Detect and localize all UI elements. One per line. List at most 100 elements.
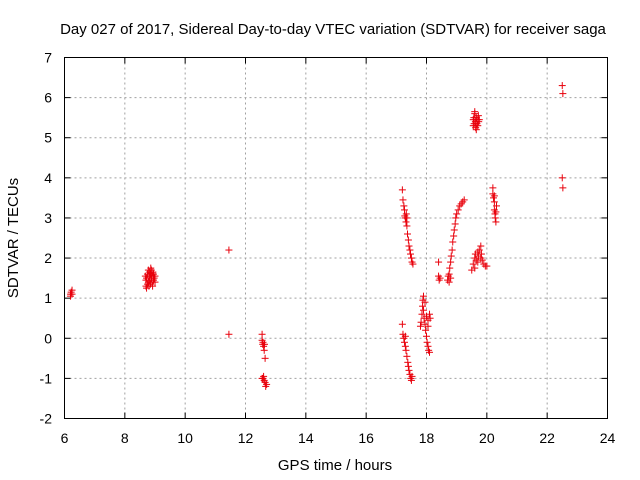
x-tick-label: 6 [61,430,69,446]
data-point [426,310,434,318]
data-point [490,192,498,200]
data-point [151,278,159,286]
data-point [474,258,482,266]
data-point [491,214,499,222]
data-point [401,342,409,350]
data-point [402,346,410,354]
data-point [477,250,485,258]
chart-title: Day 027 of 2017, Sidereal Day-to-day VTE… [60,21,606,38]
data-point [398,186,406,194]
data-point [399,196,407,204]
data-point [477,242,485,250]
data-point [435,258,443,266]
data-point [405,242,413,250]
data-point [400,338,408,346]
data-point [398,320,406,328]
y-tick-label: 5 [44,130,52,146]
x-tick-label: 18 [419,430,435,446]
x-tick-label: 20 [479,430,495,446]
data-point [225,246,233,254]
data-point [419,306,427,314]
data-point [453,210,461,218]
y-tick-label: 6 [44,90,52,106]
data-point [418,310,426,318]
data-point [460,196,468,204]
y-axis-tick-labels: -2 -1 0 1 2 3 4 5 6 7 [40,50,53,427]
data-point [426,314,434,322]
y-tick-label: -1 [40,370,53,386]
data-point [419,302,427,310]
data-point [423,332,430,340]
data-point [452,214,460,222]
data-point [402,210,410,218]
y-tick-label: 0 [44,330,52,346]
data-point [263,380,271,388]
data-point [404,358,412,366]
x-tick-label: 14 [298,430,314,446]
data-point [419,292,427,300]
data-point [261,340,269,348]
y-tick-label: 4 [44,170,52,186]
data-point [558,82,566,90]
data-point [490,198,498,206]
data-point [475,116,483,124]
data-point [406,246,414,254]
data-point [151,272,159,280]
data-point [402,218,410,226]
data-point [447,252,455,260]
data-point [225,330,233,338]
data-points [67,82,567,390]
data-point [408,372,416,380]
data-point [492,202,500,210]
data-point [260,346,268,354]
data-point [492,208,500,216]
data-point [424,322,432,330]
data-point [558,174,566,182]
data-point [445,270,453,278]
data-point [449,238,457,246]
x-axis-tick-labels: 6 8 10 12 14 16 18 20 22 24 [61,430,616,446]
x-tick-label: 8 [121,430,129,446]
data-point [403,214,411,222]
data-point [424,342,432,350]
x-tick-label: 10 [177,430,193,446]
data-point [436,274,444,282]
data-point [474,122,482,130]
x-tick-label: 16 [358,430,374,446]
data-point [407,376,415,384]
y-tick-label: 7 [44,50,52,66]
data-point [143,284,151,292]
data-point [450,226,458,234]
data-point [471,264,479,272]
x-tick-label: 24 [600,430,616,446]
data-point [426,348,434,356]
data-point [489,184,497,192]
data-point [559,90,567,98]
data-point [407,250,415,258]
data-point [261,354,269,362]
axis-ticks [64,57,608,419]
data-point [400,206,408,214]
data-point [417,318,425,326]
data-point [403,222,411,230]
data-point [559,184,567,192]
data-point [471,108,479,116]
data-point [422,326,430,334]
data-point [141,272,149,280]
plot-frame [64,57,608,419]
data-point [400,202,408,210]
data-point [483,262,491,270]
data-point [416,322,424,330]
data-point [446,264,454,272]
data-point [403,352,411,360]
data-point [404,362,412,370]
data-point [475,246,483,254]
data-point [407,254,415,262]
y-tick-label: 1 [44,290,52,306]
x-axis-label: GPS time / hours [278,457,392,474]
data-point [68,286,76,294]
data-point [258,330,266,338]
y-axis-label: SDTVAR / TECUs [5,178,22,298]
data-point [404,236,412,244]
